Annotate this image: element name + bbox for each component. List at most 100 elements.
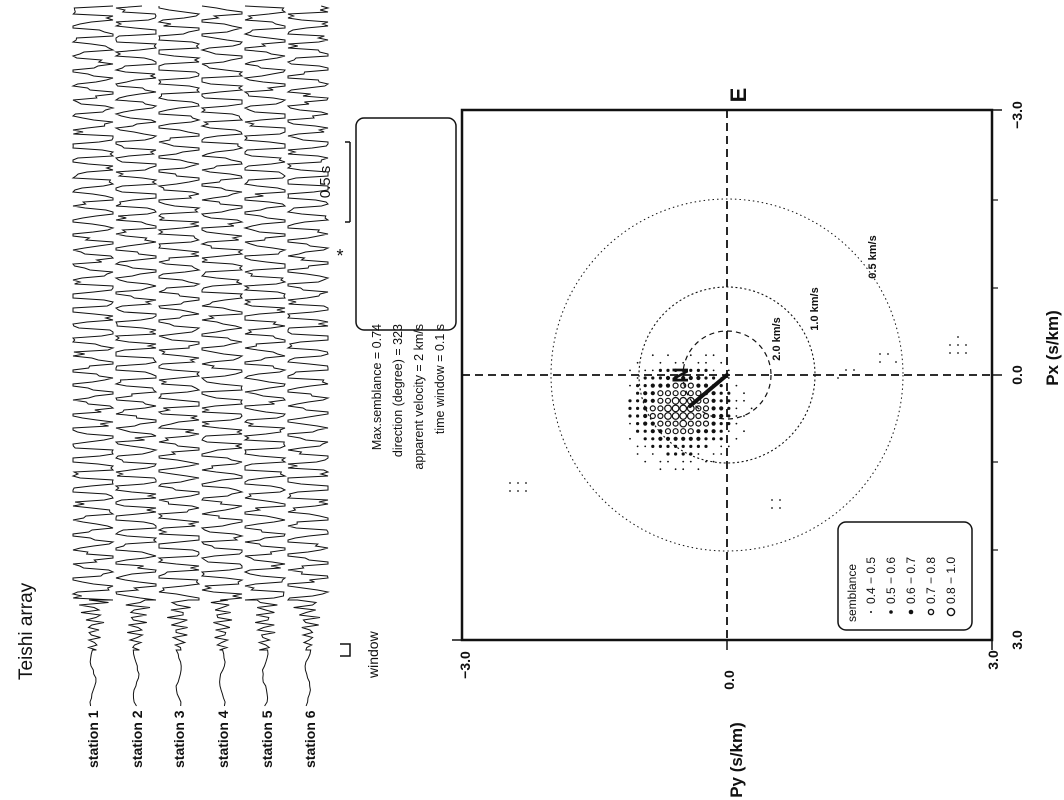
- semblance-point: [727, 399, 731, 403]
- semblance-point: [686, 412, 695, 420]
- semblance-point: [664, 390, 672, 397]
- semblance-point: [680, 390, 687, 397]
- slowness-plot: 2.0 km/s 1.0 km/s 0.5 km/s N E −3.0 0.0 …: [452, 88, 1062, 798]
- semblance-point: [659, 460, 662, 463]
- semblance-point: [667, 460, 669, 463]
- semblance-point: [696, 383, 701, 388]
- semblance-point: [711, 406, 716, 411]
- semblance-point: [636, 445, 639, 448]
- semblance-point: [743, 415, 745, 417]
- semblance-point: [651, 453, 654, 455]
- semblance-point: [664, 404, 672, 413]
- px-tick-0: 0.0: [1009, 365, 1025, 385]
- semblance-point: [650, 391, 655, 396]
- semblance-point: [779, 499, 781, 501]
- semblance-point: [672, 382, 679, 389]
- semblance-point: [682, 361, 685, 364]
- semblance-point: [674, 368, 678, 372]
- semblance-point: [719, 429, 723, 433]
- semblance-point: [629, 384, 631, 387]
- semblance-point: [643, 391, 648, 396]
- semblance-point: [845, 369, 847, 371]
- semblance-point: [957, 344, 959, 346]
- semblance-point: [682, 460, 685, 463]
- semblance-point: [659, 468, 662, 471]
- semblance-point: [636, 406, 640, 410]
- semblance-point: [644, 369, 647, 372]
- semblance-point: [673, 375, 678, 381]
- semblance-point: [957, 352, 959, 354]
- semblance-point: [628, 399, 632, 403]
- semblance-point: [643, 398, 648, 403]
- velocity-circle-05: [550, 198, 904, 552]
- px-ticks: 3.0 0.0 −3.0 Px (s/km): [992, 101, 1062, 650]
- semblance-point: [965, 344, 967, 346]
- semblance-points: [509, 336, 967, 509]
- semblance-point: [629, 422, 631, 425]
- semblance-point: [727, 369, 730, 372]
- semblance-point: [643, 376, 647, 380]
- semblance-point: [643, 437, 647, 441]
- station-label-4: station 4: [215, 710, 231, 768]
- semblance-point: [720, 361, 723, 364]
- semblance-point: [704, 437, 708, 441]
- semblance-point: [697, 361, 700, 364]
- semblance-point: [887, 353, 889, 355]
- semblance-point: [650, 421, 655, 426]
- semblance-point: [711, 398, 716, 403]
- semblance-point: [735, 407, 738, 410]
- station-label-5: station 5: [259, 710, 275, 768]
- semblance-point: [837, 377, 839, 379]
- semblance-point: [650, 383, 655, 388]
- semblance-point: [682, 468, 685, 471]
- semblance-point: [674, 452, 678, 456]
- semblance-point: [651, 437, 655, 441]
- info-direction: direction (degree) = 323: [391, 324, 405, 457]
- semblance-point: [629, 369, 631, 372]
- px-tick-neg3: −3.0: [1009, 101, 1025, 129]
- semblance-point: [705, 460, 707, 463]
- semblance-point: [712, 369, 715, 372]
- semblance-point: [657, 412, 664, 420]
- info-max-semblance: Max.semblance = 0.74: [370, 324, 384, 450]
- semblance-point: [695, 390, 702, 397]
- semblance-point: [658, 376, 663, 380]
- semblance-point: [667, 354, 669, 357]
- semblance-point: [643, 384, 647, 388]
- semblance-point: [702, 397, 710, 404]
- semblance-point: [696, 368, 701, 372]
- py-tick-neg3: −3.0: [457, 651, 473, 679]
- station-trace-4: [200, 5, 244, 707]
- py-tick-0: 0.0: [721, 670, 737, 690]
- semblance-point: [680, 428, 687, 435]
- semblance-point: [879, 361, 881, 363]
- info-time-window: time window = 0.1 s: [433, 324, 447, 434]
- semblance-point: [674, 361, 677, 364]
- semblance-point: [664, 397, 672, 404]
- semblance-point: [727, 377, 730, 379]
- semblance-point: [879, 353, 881, 355]
- semblance-point: [644, 445, 647, 448]
- semblance-point: [525, 482, 527, 484]
- legend-entry-4-label: 0.7 − 0.8: [924, 557, 938, 604]
- legend-entry-3-label: 0.6 − 0.7: [904, 557, 918, 604]
- direction-arrow: [688, 373, 729, 408]
- semblance-point: [720, 445, 723, 448]
- semblance-point: [695, 405, 702, 412]
- info-box: Max.semblance = 0.74 direction (degree) …: [355, 117, 457, 470]
- semblance-point: [957, 336, 959, 338]
- semblance-point: [689, 452, 693, 456]
- semblance-point: [712, 376, 716, 380]
- py-ticks: −3.0 0.0 3.0 Py (s/km): [452, 639, 1001, 798]
- semblance-point: [743, 430, 745, 433]
- semblance-point: [671, 396, 680, 405]
- semblance-point: [650, 429, 655, 434]
- semblance-point: [689, 444, 693, 448]
- semblance-point: [689, 368, 693, 372]
- semblance-point: [679, 404, 688, 413]
- station-label-6: station 6: [302, 710, 318, 768]
- semblance-point: [636, 429, 640, 433]
- legend-entry-2: 0.5 − 0.6: [884, 557, 898, 614]
- semblance-point: [719, 399, 723, 403]
